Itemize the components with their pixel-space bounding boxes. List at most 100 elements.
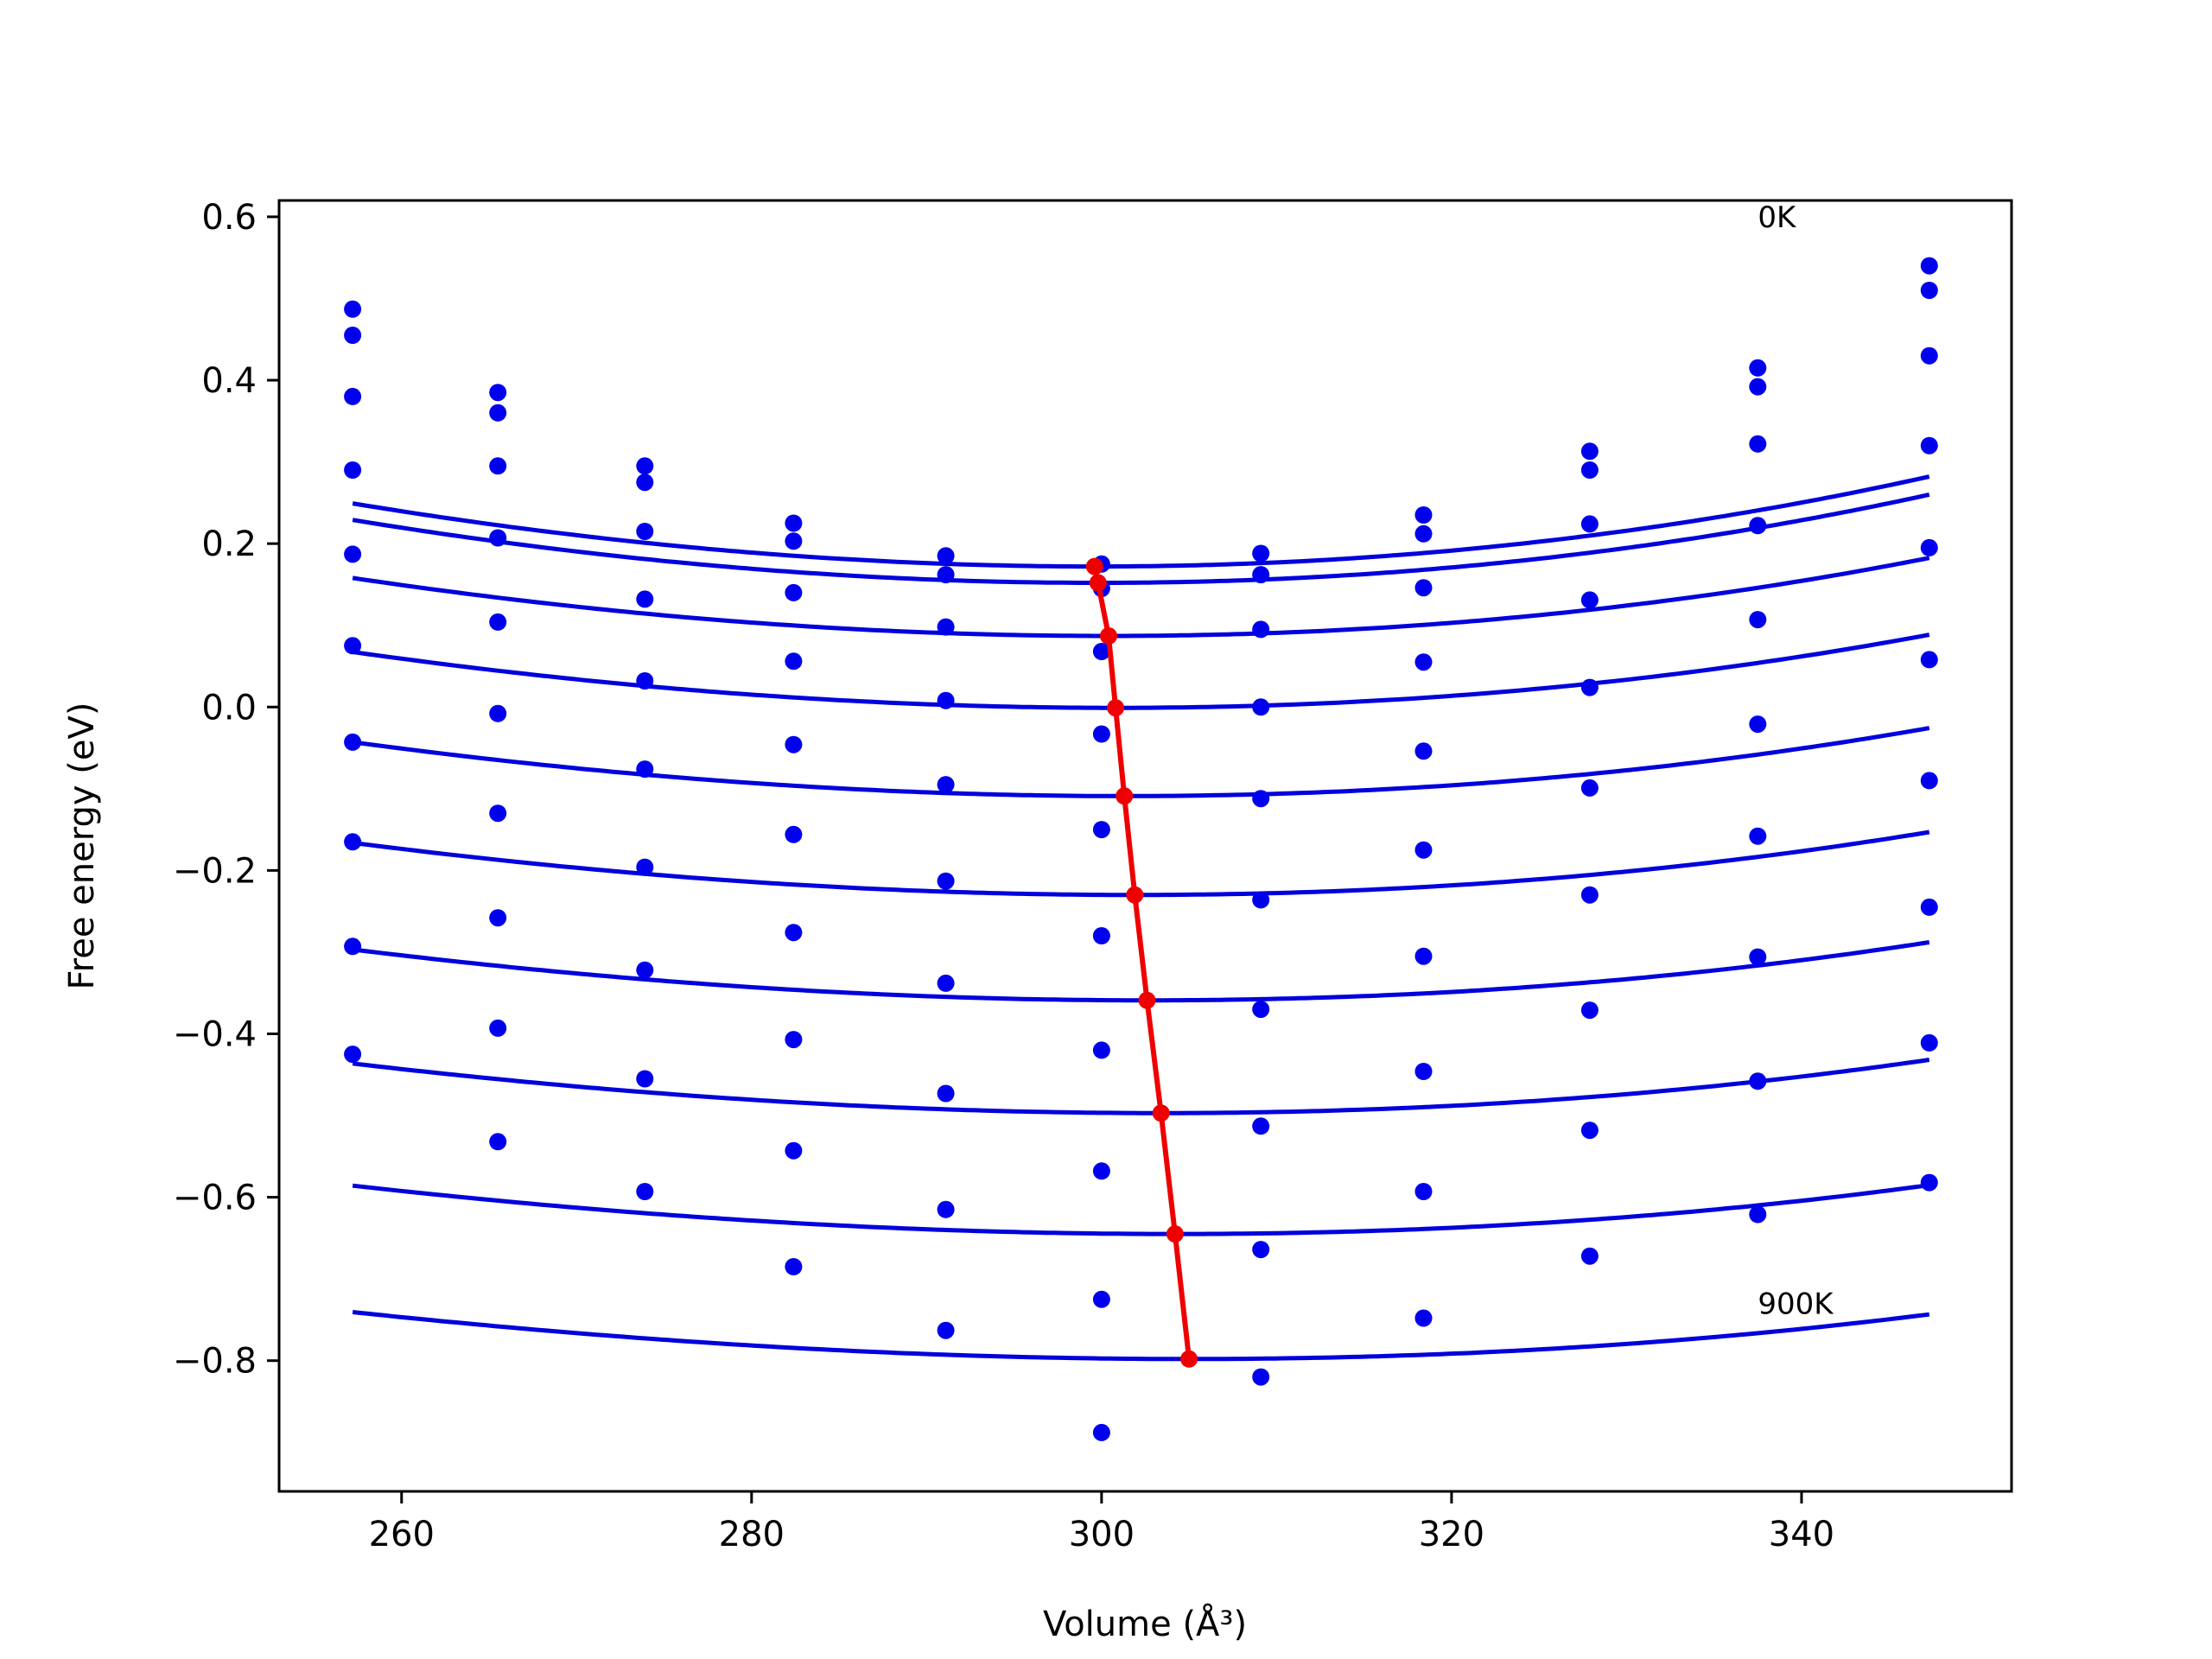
data-point — [1414, 579, 1433, 597]
minimum-point — [1100, 627, 1117, 645]
data-point — [1920, 538, 1938, 556]
data-point — [1920, 346, 1938, 365]
data-point — [1414, 742, 1433, 760]
data-point — [1252, 1241, 1270, 1259]
data-point — [1920, 257, 1938, 275]
data-point — [785, 514, 803, 532]
data-point — [1920, 1033, 1938, 1052]
minimum-point — [1116, 787, 1134, 805]
data-point — [937, 1200, 955, 1218]
data-point — [1252, 1368, 1270, 1386]
data-point — [344, 387, 362, 405]
data-point — [489, 384, 507, 402]
data-point — [636, 1183, 654, 1200]
data-point — [1920, 282, 1938, 299]
y-tick-label: 0.4 — [201, 361, 257, 401]
minimum-point — [1126, 886, 1144, 904]
minimum-point — [1152, 1104, 1170, 1122]
fit-curve-1 — [352, 492, 1930, 585]
temperature-annotation: 900K — [1758, 1287, 1834, 1322]
data-point — [636, 457, 654, 475]
data-point — [344, 545, 362, 563]
fit-curve-4 — [352, 726, 1930, 798]
data-point — [489, 804, 507, 823]
data-point — [1580, 1122, 1599, 1140]
x-tick-label: 280 — [719, 1515, 785, 1554]
plot-frame — [277, 199, 2013, 1493]
data-point — [1414, 653, 1433, 671]
data-point — [1749, 715, 1767, 734]
data-point — [489, 704, 507, 722]
data-point — [937, 1321, 955, 1339]
data-point — [344, 461, 362, 479]
data-point — [344, 833, 362, 851]
data-point — [1414, 506, 1433, 524]
data-point — [489, 1133, 507, 1151]
temperature-annotation: 0K — [1758, 200, 1797, 235]
data-point — [1414, 1183, 1433, 1200]
data-point — [1920, 772, 1938, 790]
axes: 260 280 300 320 340 0.6 0.4 0.2 0.0 −0.2 −0.4 −0.6 −… — [173, 198, 1834, 1554]
data-point — [1749, 1205, 1767, 1224]
data-point — [1252, 790, 1270, 808]
data-point — [937, 566, 955, 584]
data-point — [1749, 611, 1767, 629]
data-point — [636, 961, 654, 979]
y-tick-label: −0.4 — [173, 1014, 257, 1054]
data-point — [1749, 378, 1767, 396]
data-point — [937, 872, 955, 890]
data-point — [636, 1070, 654, 1088]
data-point — [785, 1031, 803, 1049]
data-point — [1414, 841, 1433, 859]
data-point — [489, 909, 507, 927]
data-point — [1749, 1072, 1767, 1090]
data-point — [1580, 779, 1599, 797]
data-point — [636, 760, 654, 779]
data-point — [489, 457, 507, 475]
data-point — [344, 938, 362, 956]
data-point — [1252, 620, 1270, 639]
data-point — [1252, 1117, 1270, 1135]
data-point — [1414, 1309, 1433, 1327]
data-point — [1580, 442, 1599, 461]
data-point — [636, 672, 654, 690]
data-point — [1092, 643, 1110, 660]
data-point — [489, 613, 507, 631]
y-tick-label: 0.0 — [201, 688, 257, 728]
data-point — [344, 327, 362, 344]
data-point — [785, 652, 803, 671]
data-point — [1749, 359, 1767, 377]
data-point — [937, 1084, 955, 1103]
data-point — [1092, 927, 1110, 944]
data-point — [1414, 1063, 1433, 1080]
minimum-point — [1180, 1350, 1198, 1368]
fit-curve-3 — [352, 632, 1930, 710]
data-point — [1252, 1001, 1270, 1019]
data-point — [1749, 435, 1767, 453]
minimum-point — [1089, 574, 1107, 592]
data-point — [344, 637, 362, 655]
data-point — [636, 590, 654, 608]
y-axis-label: Free energy (eV) — [62, 702, 102, 990]
data-point — [937, 547, 955, 565]
fit-curve-9 — [352, 1310, 1930, 1362]
data-point — [1749, 827, 1767, 845]
minimum-point — [1085, 557, 1103, 575]
data-point — [785, 825, 803, 843]
data-point — [1920, 651, 1938, 669]
data-point — [1920, 436, 1938, 454]
y-tick-label: 0.6 — [201, 198, 257, 238]
x-axis-label: Volume (Å³) — [1043, 1603, 1247, 1644]
fit-curve-2 — [352, 556, 1930, 639]
data-point — [1252, 698, 1270, 716]
data-point — [937, 776, 955, 794]
data-point — [1414, 947, 1433, 965]
data-point — [1092, 725, 1110, 743]
data-point — [1580, 591, 1599, 609]
annotations: 0K 900K — [1758, 200, 1834, 1322]
data-point — [937, 618, 955, 636]
minimum-point — [1107, 699, 1125, 717]
fit-curve-7 — [352, 1058, 1930, 1116]
data-point — [489, 1019, 507, 1037]
